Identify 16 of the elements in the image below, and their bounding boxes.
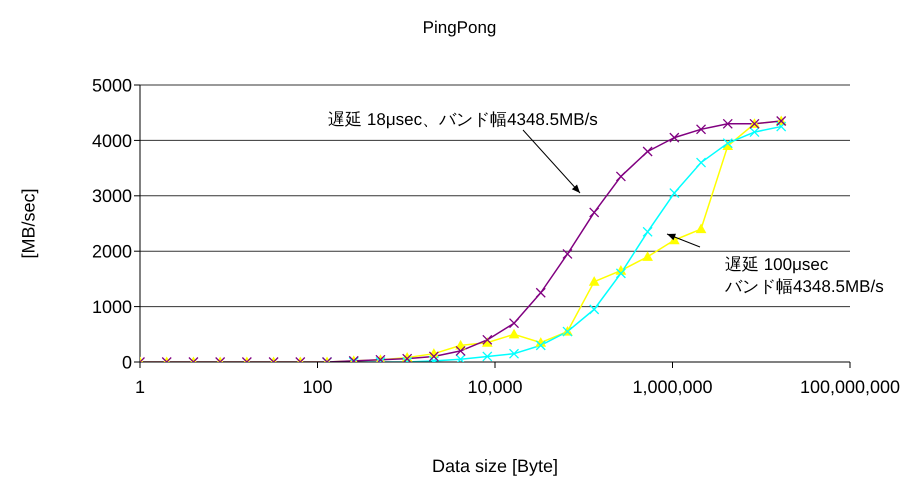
annotation: 遅延 18μsec、バンド幅4348.5MB/s xyxy=(328,110,598,129)
annotation: 遅延 100μsec バンド幅4348.5MB/s xyxy=(724,255,884,296)
x-axis-title: Data size [Byte] xyxy=(432,456,558,476)
y-axis-title: [MB/sec] xyxy=(18,188,38,259)
x-tick-label: 10,000 xyxy=(467,376,523,397)
x-tick-label: 1,000,000 xyxy=(632,376,713,397)
chart-title: PingPong xyxy=(422,18,498,38)
y-tick-label: 3000 xyxy=(92,186,132,206)
x-tick-label: 100 xyxy=(302,376,333,397)
y-tick-label: 2000 xyxy=(92,242,132,262)
y-tick-label: 0 xyxy=(122,352,132,372)
y-tick-label: 1000 xyxy=(92,296,132,317)
y-tick-label: 4000 xyxy=(92,130,132,151)
x-tick-label: 100,000,000 xyxy=(800,376,900,397)
y-tick-label: 5000 xyxy=(92,75,132,96)
x-tick-label: 1 xyxy=(134,376,146,397)
